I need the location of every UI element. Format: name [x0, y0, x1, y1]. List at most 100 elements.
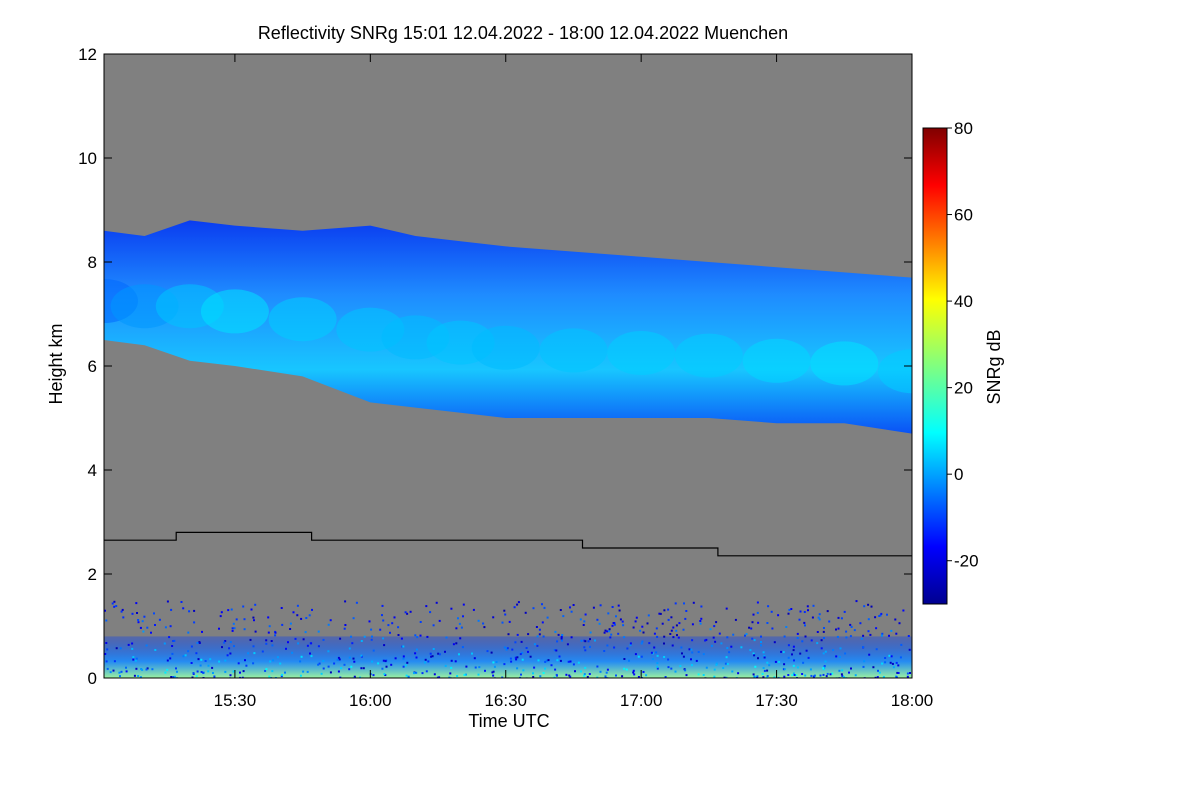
- echo-pixel: [254, 630, 257, 633]
- echo-pixel: [501, 621, 504, 624]
- echo-pixel: [809, 668, 812, 671]
- echo-pixel: [677, 636, 680, 639]
- echo-pixel: [810, 639, 813, 642]
- echo-pixel: [486, 650, 489, 653]
- echo-pixel: [292, 611, 295, 614]
- echo-pixel: [456, 675, 459, 677]
- echo-pixel: [675, 624, 678, 627]
- echo-pixel: [241, 676, 244, 678]
- echo-pixel: [281, 673, 283, 676]
- echo-pixel: [580, 670, 582, 673]
- echo-pixel: [807, 656, 810, 659]
- echo-pixel: [136, 612, 138, 614]
- echo-pixel: [629, 644, 632, 647]
- echo-pixel: [169, 625, 172, 628]
- echo-pixel: [131, 647, 134, 650]
- echo-pixel: [492, 674, 495, 677]
- echo-pixel: [306, 644, 309, 647]
- echo-pixel: [599, 604, 602, 607]
- echo-pixel: [141, 668, 144, 671]
- echo-pixel: [454, 660, 457, 663]
- echo-pixel: [835, 655, 838, 658]
- echo-pixel: [587, 640, 590, 643]
- echo-pixel: [233, 627, 236, 630]
- colorbar-tick-label: 60: [954, 206, 973, 225]
- echo-pixel: [296, 614, 299, 617]
- echo-pixel: [166, 600, 169, 603]
- echo-pixel: [516, 656, 519, 659]
- x-tick-label: 16:00: [349, 691, 392, 710]
- echo-pixel: [608, 628, 611, 631]
- echo-pixel: [522, 669, 525, 672]
- echo-pixel: [239, 676, 241, 678]
- echo-pixel: [783, 668, 786, 671]
- y-tick-label: 2: [88, 565, 97, 584]
- echo-pixel: [426, 635, 429, 638]
- echo-pixel: [478, 666, 481, 669]
- echo-pixel: [889, 661, 892, 664]
- echo-pixel: [637, 676, 640, 678]
- echo-pixel: [632, 671, 635, 674]
- echo-pixel: [483, 626, 486, 629]
- echo-pixel: [327, 623, 330, 626]
- echo-pixel: [394, 657, 397, 660]
- echo-pixel: [634, 653, 637, 656]
- echo-pixel: [713, 675, 716, 678]
- echo-pixel: [384, 660, 387, 663]
- echo-pixel: [220, 611, 223, 614]
- echo-pixel: [556, 659, 559, 662]
- echo-pixel: [455, 642, 458, 645]
- echo-pixel: [586, 676, 589, 678]
- echo-pixel: [720, 642, 723, 645]
- echo-pixel: [134, 659, 137, 662]
- echo-pixel: [404, 611, 407, 614]
- echo-pixel: [235, 618, 238, 621]
- echo-pixel: [339, 676, 342, 678]
- echo-pixel: [816, 631, 819, 633]
- echo-pixel: [379, 628, 382, 631]
- echo-pixel: [880, 634, 883, 637]
- echo-pixel: [200, 658, 203, 661]
- echo-pixel: [791, 674, 794, 677]
- echo-pixel: [725, 676, 728, 678]
- y-tick-label: 4: [88, 461, 97, 480]
- echo-pixel: [798, 618, 801, 621]
- y-axis: 0 2 4 6 8 10 12: [78, 45, 912, 688]
- echo-pixel: [568, 674, 571, 677]
- echo-pixel: [519, 676, 522, 678]
- colorbar-ticks: -20 0 20 40 60 80: [947, 119, 979, 571]
- echo-pixel: [391, 622, 394, 625]
- echo-pixel: [513, 606, 516, 609]
- echo-pixel: [705, 638, 708, 641]
- echo-pixel: [642, 631, 645, 634]
- echo-pixel: [302, 638, 305, 641]
- echo-pixel: [465, 665, 468, 668]
- echo-pixel: [556, 640, 559, 643]
- echo-pixel: [783, 635, 786, 638]
- echo-pixel: [188, 610, 191, 613]
- echo-pixel: [663, 609, 666, 612]
- echo-pixel: [826, 610, 829, 613]
- echo-pixel: [460, 626, 463, 629]
- echo-pixel: [845, 630, 848, 633]
- echo-pixel: [142, 630, 145, 633]
- echo-pixel: [760, 644, 762, 647]
- echo-pixel: [692, 601, 695, 604]
- echo-pixel: [508, 620, 511, 623]
- echo-pixel: [337, 656, 340, 659]
- echo-pixel: [676, 634, 678, 637]
- echo-pixel: [822, 667, 825, 670]
- echo-pixel: [407, 675, 410, 678]
- y-tick-label: 0: [88, 669, 97, 688]
- echo-pixel: [193, 609, 196, 612]
- echo-pixel: [656, 635, 659, 638]
- echo-pixel: [452, 643, 455, 646]
- echo-pixel: [191, 676, 194, 678]
- echo-pixel: [202, 671, 205, 674]
- echo-pixel: [596, 665, 599, 668]
- x-tick-label: 16:30: [484, 691, 527, 710]
- echo-pixel: [884, 657, 887, 659]
- echo-pixel: [906, 675, 909, 678]
- echo-pixel: [253, 619, 255, 622]
- echo-pixel: [131, 612, 134, 615]
